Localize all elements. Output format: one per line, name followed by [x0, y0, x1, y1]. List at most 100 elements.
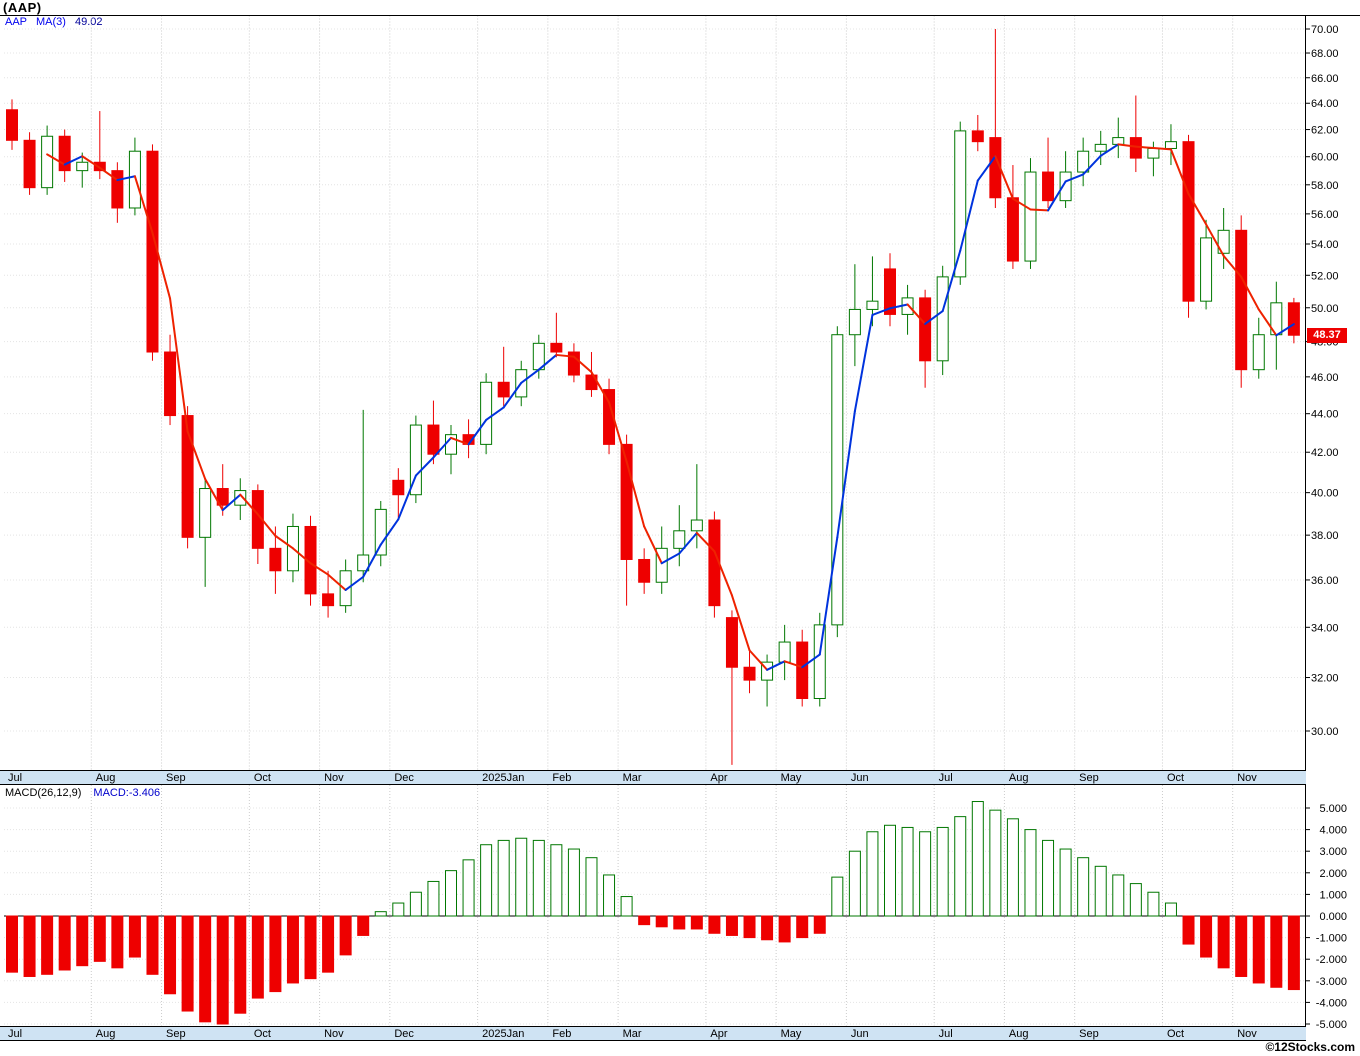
- candle-body: [76, 161, 89, 172]
- month-label: Jun: [850, 1028, 869, 1040]
- ma-line-segment: [924, 310, 944, 325]
- ma-line-segment: [1134, 145, 1155, 150]
- ma-line-segment: [1257, 308, 1278, 337]
- macd-bar-negative: [93, 915, 106, 962]
- macd-bar-positive: [1112, 874, 1125, 917]
- macd-bar-negative: [322, 915, 335, 973]
- macd-bar-negative: [1252, 915, 1265, 984]
- ma-line-segment: [274, 534, 294, 550]
- macd-axis-label: -3.000: [1316, 976, 1347, 988]
- candle-body: [550, 342, 563, 353]
- candle-body: [673, 530, 686, 549]
- month-label: Apr: [710, 772, 728, 784]
- macd-bar-negative: [725, 915, 738, 936]
- price-axis-label: 30.00: [1311, 726, 1339, 738]
- ma-line-segment: [1222, 254, 1243, 278]
- month-label: Aug: [95, 772, 116, 784]
- candle-body: [1077, 150, 1090, 173]
- candle-body: [374, 508, 387, 556]
- candle-body: [1217, 229, 1230, 254]
- ma-line-segment: [625, 460, 646, 528]
- copyright: ©12Stocks.com: [1265, 1040, 1355, 1054]
- candle-body: [1235, 229, 1248, 371]
- macd-bar-positive: [1129, 883, 1142, 917]
- ma-line-segment: [467, 418, 488, 446]
- candle-body: [1094, 143, 1107, 152]
- candle-body: [357, 554, 370, 572]
- ma-line-segment: [1187, 192, 1208, 226]
- candle-body: [971, 130, 984, 143]
- ma-line-segment: [291, 547, 312, 565]
- month-label: May: [780, 772, 802, 784]
- candle-body: [392, 479, 405, 496]
- price-axis-label: 56.00: [1311, 209, 1339, 221]
- month-label: Jul: [8, 772, 23, 784]
- ma-line-segment: [520, 368, 540, 384]
- last-price-tag: 48.37: [1307, 327, 1347, 343]
- price-axis-label: 68.00: [1311, 48, 1339, 60]
- month-label: Jul: [8, 1028, 23, 1040]
- ma-line-segment: [169, 297, 189, 433]
- macd-bar-positive: [550, 844, 563, 917]
- price-legend: AAP MA(3) 49.02: [5, 16, 103, 28]
- ma-line-segment: [1029, 208, 1050, 212]
- macd-legend: MACD(26,12,9) MACD:-3.406: [5, 787, 160, 799]
- macd-axis-label: 2.000: [1319, 868, 1347, 880]
- ma-line-segment: [941, 249, 962, 313]
- macd-bar-negative: [673, 915, 686, 930]
- ma-line-segment: [801, 653, 821, 669]
- ma-line-segment: [818, 536, 839, 656]
- macd-bar-positive: [1094, 865, 1107, 917]
- macd-bar-negative: [761, 915, 774, 941]
- price-axis-label: 44.00: [1311, 409, 1339, 421]
- ma-line-segment: [1117, 143, 1137, 148]
- month-label: 2025Jan: [482, 1028, 525, 1040]
- month-label: 2025Jan: [482, 772, 525, 784]
- month-label: Jul: [938, 772, 953, 784]
- month-label: May: [780, 1028, 802, 1040]
- macd-bar-positive: [936, 826, 949, 917]
- candle-body: [93, 161, 106, 172]
- macd-axis-label: 1.000: [1319, 889, 1347, 901]
- ma-line-segment: [133, 175, 154, 234]
- candle-body: [1147, 147, 1160, 159]
- macd-bar-negative: [743, 915, 756, 939]
- macd-bar-negative: [357, 915, 370, 936]
- month-label: Nov: [1237, 1028, 1257, 1040]
- macd-axis-label: -2.000: [1316, 954, 1347, 966]
- ma-line-segment: [1275, 323, 1295, 337]
- macd-bar-positive: [989, 809, 1002, 917]
- ma-line-segment: [783, 660, 804, 669]
- month-label: Nov: [1237, 772, 1257, 784]
- ma-line-segment: [151, 231, 172, 300]
- month-label: Oct: [253, 772, 271, 784]
- macd-bar-positive: [392, 902, 405, 917]
- candle-body: [480, 381, 493, 445]
- candle-body: [409, 424, 422, 496]
- ma-line-segment: [643, 525, 663, 565]
- ma-line-segment: [713, 550, 733, 597]
- ma-line-segment: [116, 175, 136, 182]
- macd-axis-label: 3.000: [1319, 846, 1347, 858]
- macd-bar-positive: [532, 839, 545, 917]
- macd-bar-negative: [1217, 915, 1230, 969]
- legend-symbol: AAP: [5, 16, 28, 28]
- candle-body: [690, 519, 703, 532]
- macd-bar-positive: [901, 826, 914, 917]
- price-axis-label: 70.00: [1311, 24, 1339, 36]
- candle-body: [725, 617, 738, 668]
- price-axis-label: 50.00: [1311, 303, 1339, 315]
- candle-body: [954, 130, 967, 278]
- price-axis-label: 60.00: [1311, 152, 1339, 164]
- macd-bar-negative: [181, 915, 194, 1012]
- candle-body: [778, 641, 791, 663]
- macd-bar-positive: [1059, 848, 1072, 917]
- month-label: Aug: [1008, 1028, 1029, 1040]
- month-label: Oct: [253, 1028, 271, 1040]
- ma-line-segment: [994, 155, 1014, 200]
- macd-bar-positive: [1077, 857, 1090, 917]
- month-label: Dec: [394, 1028, 414, 1040]
- ma-line-segment: [660, 552, 681, 565]
- macd-bar-negative: [1270, 915, 1283, 988]
